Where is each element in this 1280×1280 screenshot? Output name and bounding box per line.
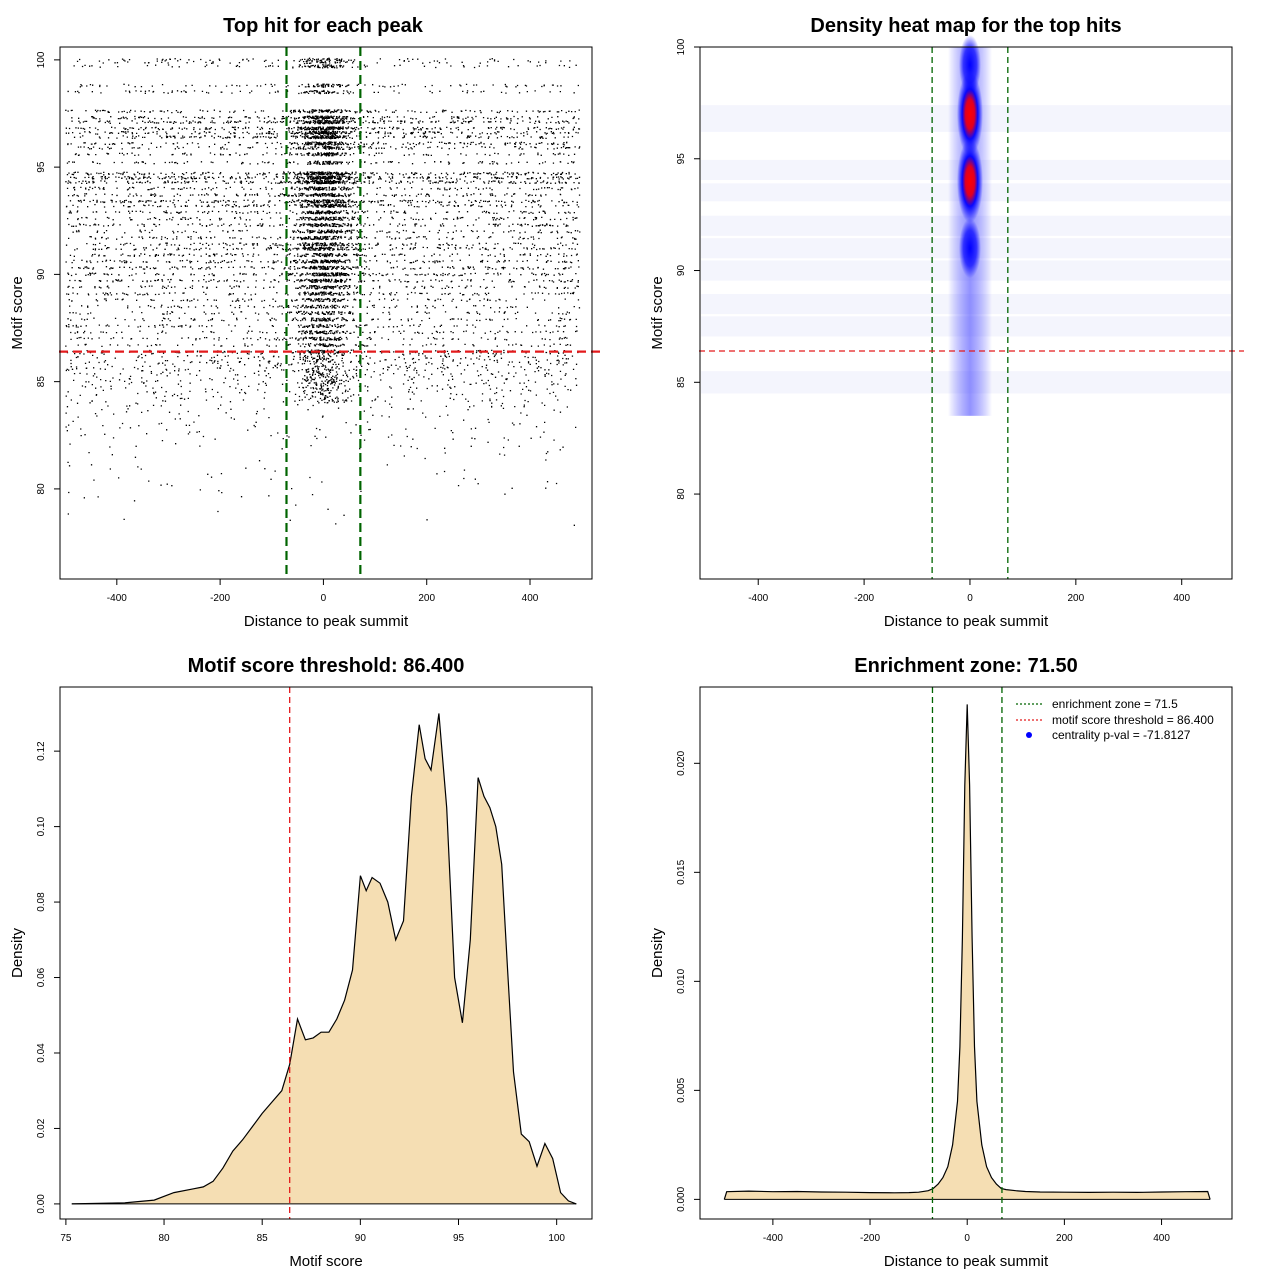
score-density-axis-ticks: 75 80 85 90 95 100 0.00 0.02 0.04 0.06 0.08 0.10 0.1… xyxy=(36,741,565,1244)
scatter-y-tick-label: 95 xyxy=(36,161,47,173)
distance-density-y-tick-label: 0.015 xyxy=(676,859,687,884)
scatter-x-tick-label: -200 xyxy=(210,593,230,604)
score-density-x-tick-label: 80 xyxy=(158,1233,170,1244)
scatter-y-tick-label: 90 xyxy=(36,268,47,280)
scatter-plot-frame xyxy=(59,46,593,580)
heatmap-y-tick-label: 95 xyxy=(676,153,687,165)
heatmap-title: Density heat map for the top hits xyxy=(810,15,1121,37)
heatmap-field xyxy=(701,34,1231,416)
scatter-title: Top hit for each peak xyxy=(223,15,424,37)
distance-density-density-fill xyxy=(724,704,1211,1200)
distance-density-curve xyxy=(723,704,1211,1200)
heatmap-panel: Density heat map for the top hits -400 -2… xyxy=(649,15,1244,630)
distance-density-y-label: Density xyxy=(649,927,666,978)
heatmap-hotspot xyxy=(956,139,983,224)
score-density-plot-frame xyxy=(59,686,593,1220)
distance-density-plot-frame xyxy=(699,686,1233,1220)
scatter-y-label: Motif score xyxy=(9,276,26,349)
distance-density-x-tick-label: 200 xyxy=(1056,1233,1073,1244)
distance-density-x-tick-label: -200 xyxy=(860,1233,880,1244)
heatmap-plot-frame xyxy=(699,46,1233,580)
scatter-y-tick-label: 85 xyxy=(36,376,47,388)
score-density-x-label: Motif score xyxy=(289,1253,362,1270)
scatter-reference-lines xyxy=(59,47,604,579)
distance-density-y-tick-label: 0.020 xyxy=(676,750,687,775)
heatmap-hotspot xyxy=(958,218,981,279)
score-density-x-tick-label: 90 xyxy=(355,1233,367,1244)
scatter-y-tick-label: 100 xyxy=(36,51,47,68)
scatter-panel: Top hit for each peak -400 -200 0 200 400 80 8… xyxy=(9,15,604,630)
score-density-y-tick-label: 0.02 xyxy=(36,1118,47,1138)
distance-density-y-tick-label: 0.005 xyxy=(676,1077,687,1102)
score-density-y-tick-label: 0.10 xyxy=(36,816,47,836)
heatmap-hotspot xyxy=(958,34,981,95)
heatmap-x-tick-label: -200 xyxy=(854,593,874,604)
scatter-axis-ticks: -400 -200 0 200 400 80 85 90 95 100 xyxy=(36,51,539,604)
distance-density-x-label: Distance to peak summit xyxy=(884,1253,1049,1270)
distance-density-axis-ticks: -400 -200 0 200 400 0.000 0.005 0.010 0.015 0.020 xyxy=(676,750,1170,1244)
score-density-y-label: Density xyxy=(9,927,26,978)
heatmap-x-tick-label: 400 xyxy=(1173,593,1190,604)
scatter-x-tick-label: 0 xyxy=(321,593,327,604)
score-density-panel: Motif score threshold: 86.400 75 80 85 90 95… xyxy=(9,655,593,1270)
distance-density-x-tick-label: 400 xyxy=(1153,1233,1170,1244)
heatmap-y-tick-label: 100 xyxy=(676,38,687,55)
heatmap-x-label: Distance to peak summit xyxy=(884,613,1049,630)
distance-density-y-tick-label: 0.000 xyxy=(676,1186,687,1211)
legend-score-threshold-label: motif score threshold = 86.400 xyxy=(1052,713,1214,727)
scatter-x-label: Distance to peak summit xyxy=(244,613,409,630)
legend-centrality-swatch xyxy=(1026,732,1032,738)
distance-density-y-tick-label: 0.010 xyxy=(676,968,687,993)
score-density-x-tick-label: 100 xyxy=(548,1233,565,1244)
scatter-x-tick-label: -400 xyxy=(107,593,127,604)
heatmap-axis-ticks: -400 -200 0 200 400 80 85 90 95 100 xyxy=(676,38,1190,604)
score-density-y-tick-label: 0.08 xyxy=(36,892,47,912)
distance-density-title: Enrichment zone: 71.50 xyxy=(854,655,1077,677)
heatmap-x-tick-label: 200 xyxy=(1067,593,1084,604)
score-density-y-tick-label: 0.04 xyxy=(36,1043,47,1063)
distance-density-x-tick-label: -400 xyxy=(763,1233,783,1244)
score-density-density-line xyxy=(71,713,577,1205)
score-density-density-fill xyxy=(71,713,577,1204)
distance-density-density-line xyxy=(723,704,1211,1200)
scatter-y-tick-label: 80 xyxy=(36,483,47,495)
score-density-x-tick-label: 75 xyxy=(60,1233,72,1244)
score-density-x-tick-label: 95 xyxy=(453,1233,465,1244)
score-density-x-tick-label: 85 xyxy=(257,1233,269,1244)
heatmap-hotspot xyxy=(956,72,983,157)
legend-enrichment-zone-label: enrichment zone = 71.5 xyxy=(1052,697,1178,711)
distance-density-reference-lines xyxy=(931,687,1003,1219)
legend-centrality-label: centrality p-val = -71.8127 xyxy=(1052,728,1191,742)
heatmap-x-tick-label: 0 xyxy=(967,593,973,604)
scatter-point-cloud xyxy=(65,57,581,526)
distance-density-legend: enrichment zone = 71.5 motif score thres… xyxy=(1016,697,1214,742)
heatmap-y-tick-label: 80 xyxy=(676,488,687,500)
scatter-points xyxy=(65,57,581,526)
score-density-curve xyxy=(71,713,577,1205)
heatmap-x-tick-label: -400 xyxy=(748,593,768,604)
scatter-x-tick-label: 400 xyxy=(522,593,539,604)
distance-density-x-tick-label: 0 xyxy=(964,1233,970,1244)
distance-density-panel: Enrichment zone: 71.50 -400 -200 0 200 400 0.… xyxy=(649,655,1233,1270)
scatter-x-tick-label: 200 xyxy=(418,593,435,604)
score-density-title: Motif score threshold: 86.400 xyxy=(188,655,465,677)
heatmap-reference-lines xyxy=(699,47,1244,579)
score-density-y-tick-label: 0.00 xyxy=(36,1194,47,1214)
heatmap-y-label: Motif score xyxy=(649,276,666,349)
score-density-y-tick-label: 0.06 xyxy=(36,967,47,987)
heatmap-y-tick-label: 90 xyxy=(676,265,687,277)
heatmap-y-tick-label: 85 xyxy=(676,376,687,388)
score-density-y-tick-label: 0.12 xyxy=(36,741,47,761)
